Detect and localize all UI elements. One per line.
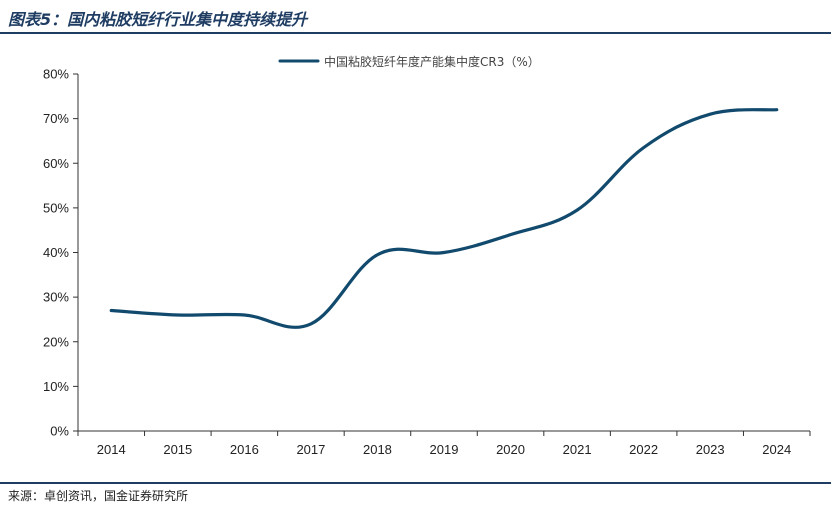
chart-figure-title: 图表5：国内粘胶短纤行业集中度持续提升 [8, 10, 308, 29]
x-tick-label: 2023 [696, 442, 725, 457]
x-tick-label: 2021 [563, 442, 592, 457]
series-layer [109, 108, 779, 329]
y-tick-label: 60% [43, 156, 69, 171]
x-tick-label: 2022 [629, 442, 658, 457]
x-tick-label: 2019 [430, 442, 459, 457]
series-line-cr3 [109, 108, 779, 329]
x-tick-label: 2018 [363, 442, 392, 457]
y-tick-label: 0% [50, 424, 69, 439]
x-tick-label: 2014 [97, 442, 126, 457]
source-note: 来源：卓创资讯，国金证券研究所 [8, 489, 189, 503]
x-tick-label: 2024 [762, 442, 791, 457]
legend-label: 中国粘胶短纤年度产能集中度CR3（%） [324, 54, 540, 69]
source-divider [0, 482, 831, 484]
y-tick-label: 10% [43, 379, 69, 394]
x-tick-label: 2016 [230, 442, 259, 457]
y-tick-label: 40% [43, 245, 69, 260]
y-tick-label: 80% [43, 67, 69, 82]
x-tick-label: 2020 [496, 442, 525, 457]
x-tick-label: 2015 [163, 442, 192, 457]
x-tick-label: 2017 [296, 442, 325, 457]
y-axis: 0% 10% 20% 30% 40% 50% 60% 70% 80% [43, 67, 79, 439]
x-axis: 2014 2015 2016 2017 2018 2019 2020 2021 2022 2023… [77, 430, 811, 457]
title-divider [0, 32, 831, 34]
y-tick-label: 20% [43, 334, 69, 349]
y-tick-label: 30% [43, 290, 69, 305]
legend: 中国粘胶短纤年度产能集中度CR3（%） [278, 54, 540, 69]
y-tick-label: 70% [43, 111, 69, 126]
y-tick-label: 50% [43, 200, 69, 215]
